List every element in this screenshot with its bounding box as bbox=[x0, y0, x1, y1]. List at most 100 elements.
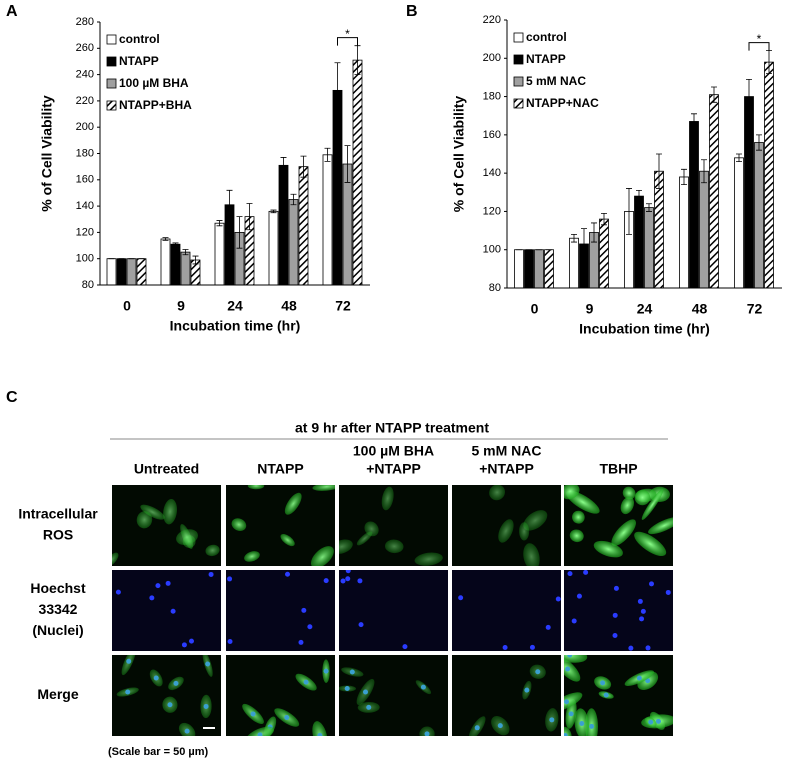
y-tick-label: 220 bbox=[483, 14, 501, 26]
legend-swatch bbox=[513, 32, 524, 43]
cell bbox=[572, 510, 585, 524]
nucleus bbox=[227, 576, 233, 582]
error-bar bbox=[192, 255, 199, 265]
cell bbox=[112, 552, 119, 566]
error-bar bbox=[636, 189, 642, 203]
bar bbox=[160, 238, 171, 286]
error-bar bbox=[581, 228, 587, 260]
nucleus bbox=[603, 692, 609, 698]
legend-label: NTAPP bbox=[526, 52, 566, 66]
significance-bracket bbox=[337, 37, 358, 46]
legend-label: control bbox=[119, 32, 160, 46]
cells bbox=[468, 664, 559, 736]
nucleus bbox=[524, 687, 530, 693]
column-header: NTAPP bbox=[257, 461, 303, 477]
cell bbox=[381, 486, 394, 511]
bar bbox=[352, 59, 363, 286]
cell bbox=[523, 510, 548, 531]
legend-label: NTAPP+BHA bbox=[119, 98, 192, 112]
nucleus bbox=[564, 699, 570, 705]
nucleus bbox=[567, 655, 573, 658]
micrograph bbox=[452, 570, 561, 651]
bar bbox=[322, 154, 333, 286]
nucleus bbox=[301, 607, 307, 613]
nucleus bbox=[565, 666, 571, 672]
nucleus bbox=[340, 578, 346, 584]
image-bg bbox=[452, 570, 561, 651]
bar bbox=[288, 199, 299, 286]
bar bbox=[699, 170, 709, 289]
significance-label: * bbox=[345, 27, 350, 41]
cells bbox=[116, 655, 213, 736]
cell bbox=[564, 485, 580, 500]
cell bbox=[593, 540, 623, 558]
cell bbox=[519, 522, 530, 541]
y-tick-label: 180 bbox=[483, 90, 501, 102]
y-tick-label: 120 bbox=[76, 226, 94, 238]
nucleus bbox=[298, 639, 304, 645]
bar bbox=[744, 96, 754, 289]
cell bbox=[523, 543, 540, 566]
micrograph bbox=[564, 570, 673, 651]
y-axis-label: % of Cell Viability bbox=[39, 95, 55, 212]
bar bbox=[679, 176, 689, 289]
row-label: (Nuclei) bbox=[32, 622, 83, 638]
bar bbox=[764, 61, 774, 289]
cell bbox=[176, 529, 198, 546]
nucleus bbox=[284, 714, 290, 720]
micrograph bbox=[564, 485, 673, 566]
nucleus bbox=[640, 608, 646, 614]
significance-bracket bbox=[748, 42, 770, 51]
cell bbox=[634, 531, 667, 557]
x-tick-label: 9 bbox=[177, 298, 185, 314]
x-tick-label: 48 bbox=[692, 301, 708, 317]
bar bbox=[754, 142, 764, 289]
error-bar bbox=[656, 153, 662, 189]
nucleus bbox=[188, 638, 194, 644]
nucleus bbox=[576, 593, 582, 599]
y-tick-label: 80 bbox=[489, 282, 501, 294]
nucleus bbox=[345, 576, 351, 582]
error-bar bbox=[756, 134, 762, 151]
image-bg bbox=[339, 655, 448, 736]
bar bbox=[634, 195, 644, 289]
y-tick-label: 200 bbox=[483, 52, 501, 64]
error-bar bbox=[681, 168, 687, 186]
bar bbox=[298, 166, 309, 286]
column-header: Untreated bbox=[134, 461, 199, 477]
error-bar bbox=[701, 159, 707, 184]
nucleus bbox=[420, 684, 426, 690]
legend-swatch bbox=[513, 98, 524, 109]
error-bar bbox=[691, 113, 697, 130]
cell bbox=[312, 485, 335, 491]
x-tick-label: 72 bbox=[335, 298, 351, 314]
error-bar bbox=[182, 249, 189, 256]
nucleus bbox=[181, 642, 187, 648]
legend-swatch bbox=[513, 76, 524, 87]
micrograph bbox=[226, 570, 335, 651]
legend-label: control bbox=[526, 30, 567, 44]
bar bbox=[214, 222, 225, 286]
cell bbox=[384, 539, 404, 554]
legend-swatch bbox=[106, 56, 117, 67]
x-tick-label: 9 bbox=[586, 301, 594, 317]
nucleus bbox=[307, 624, 313, 630]
panel-label: C bbox=[6, 389, 18, 406]
bar bbox=[524, 249, 534, 289]
y-tick-label: 80 bbox=[82, 279, 94, 291]
row-label: Merge bbox=[37, 686, 78, 702]
column-header: +NTAPP bbox=[479, 461, 534, 477]
y-tick-label: 280 bbox=[76, 16, 94, 28]
legend-label: 100 µM BHA bbox=[119, 76, 189, 90]
nucleus bbox=[402, 644, 408, 650]
x-tick-label: 72 bbox=[747, 301, 763, 317]
nucleus bbox=[363, 689, 369, 695]
error-bar bbox=[601, 212, 607, 226]
row-label: 33342 bbox=[39, 601, 78, 617]
micrograph bbox=[112, 655, 221, 736]
panel-label: A bbox=[6, 3, 18, 20]
nucleus bbox=[555, 596, 561, 602]
error-bar bbox=[324, 147, 331, 162]
nucleus bbox=[323, 668, 329, 674]
